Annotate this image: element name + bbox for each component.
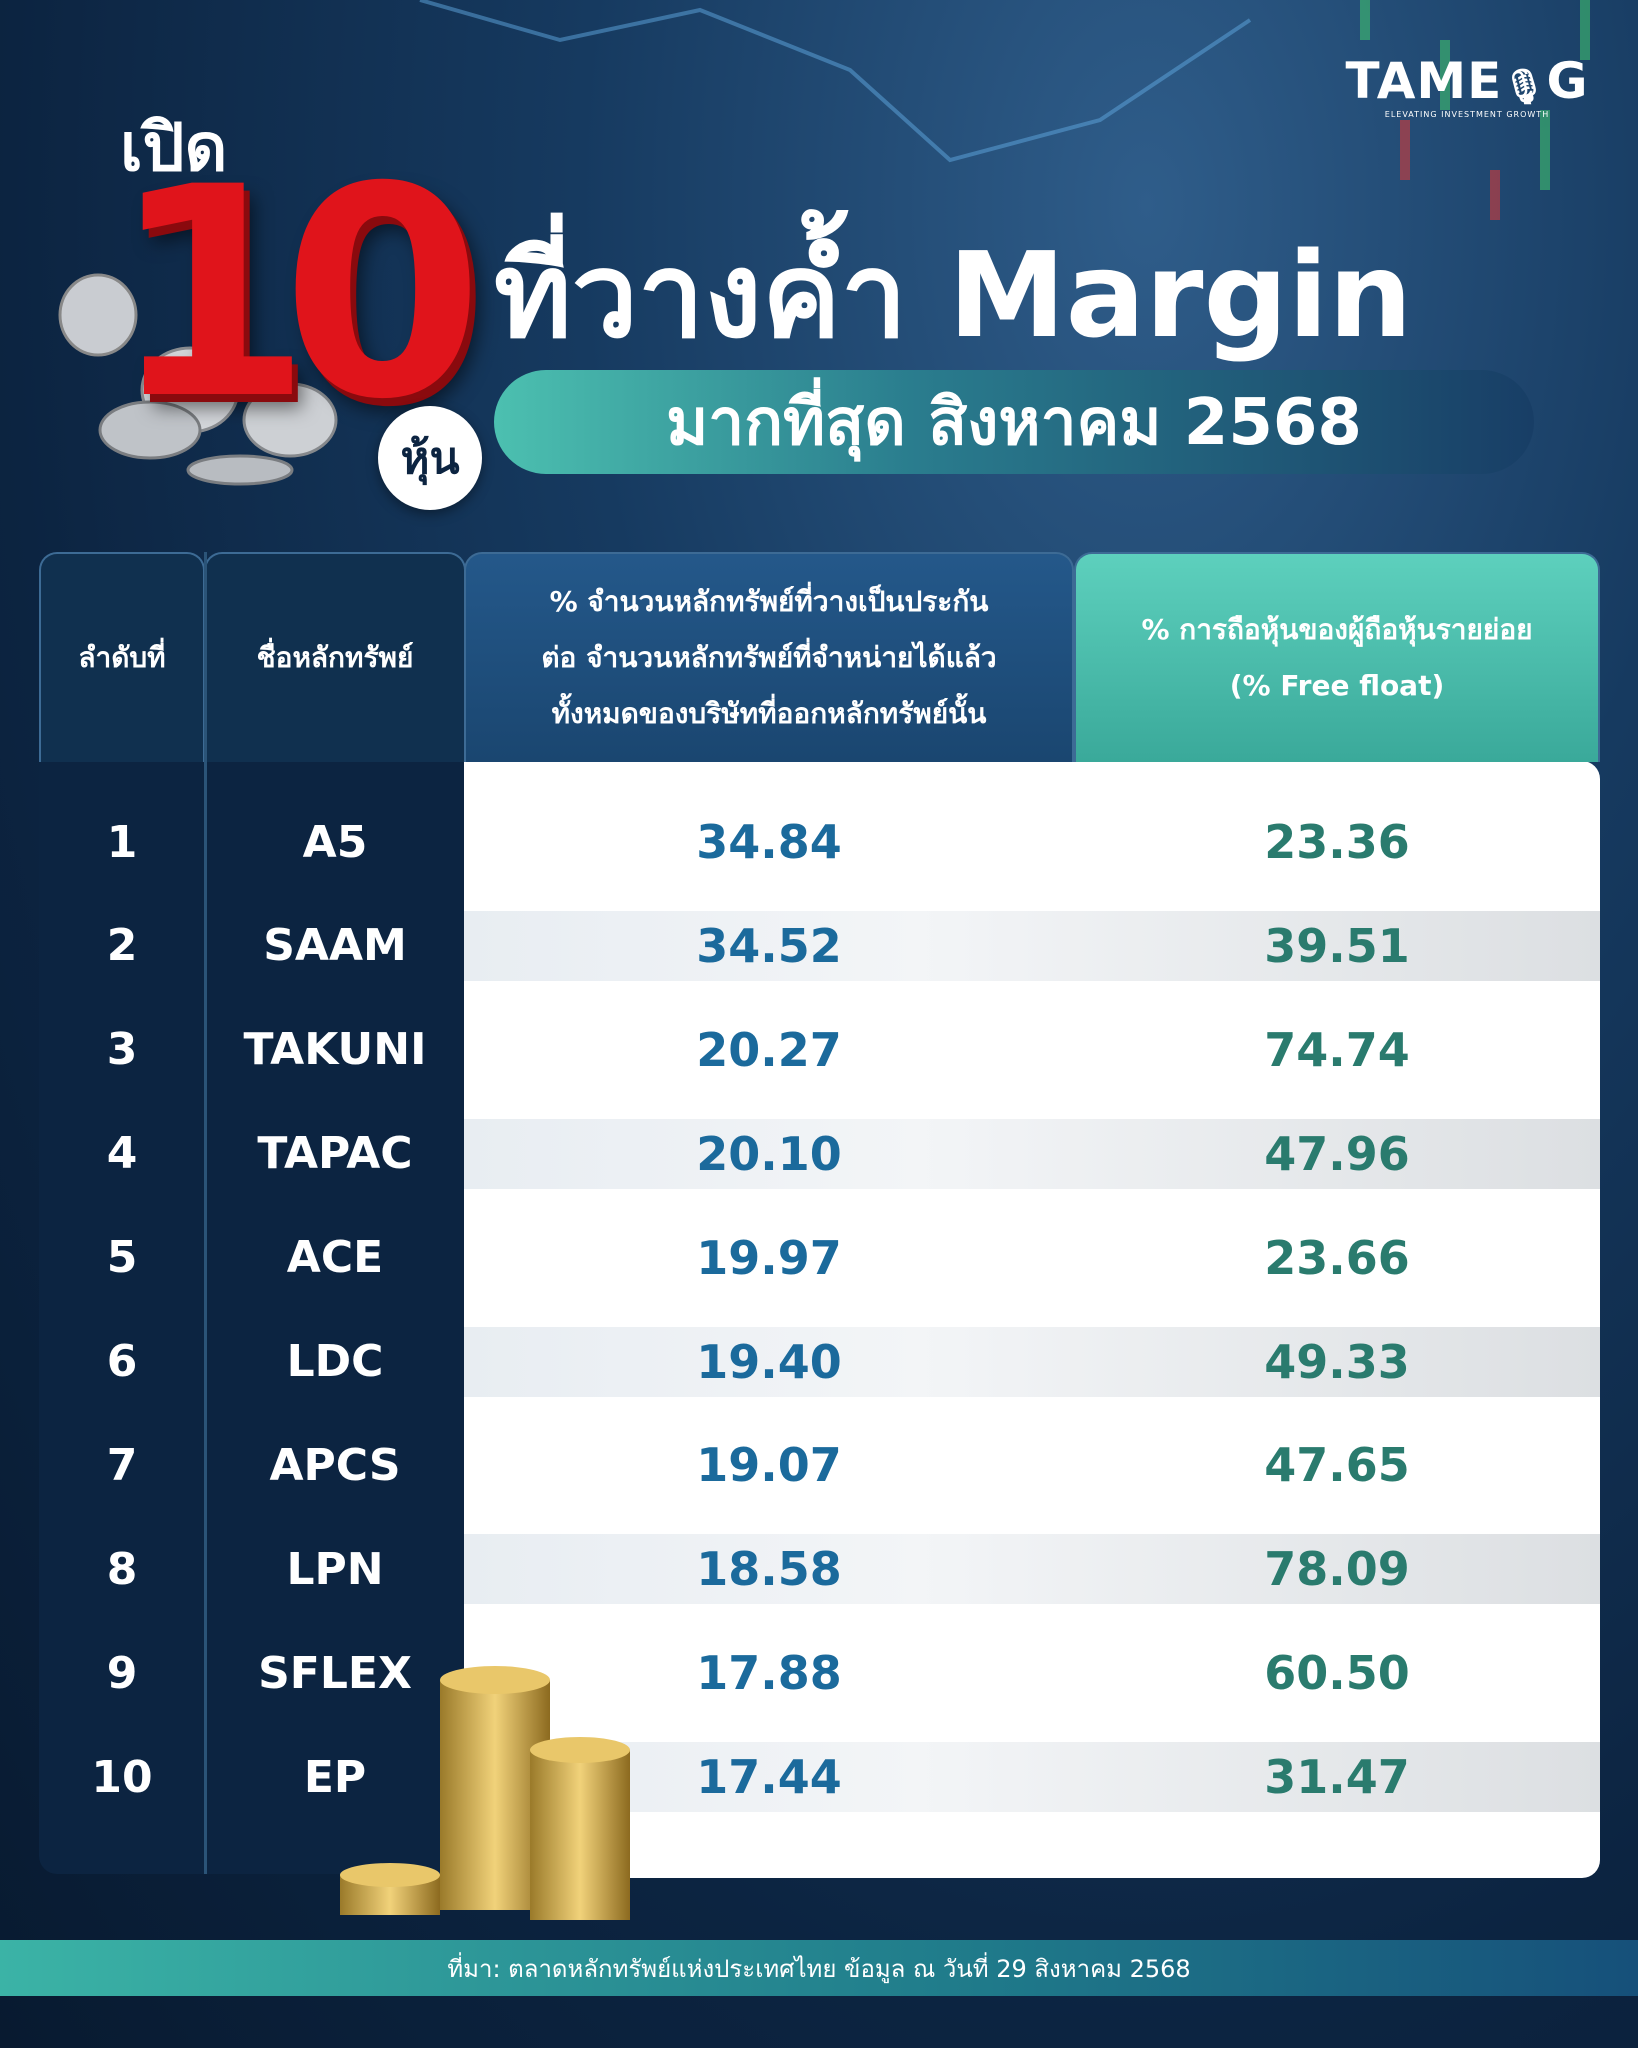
stock-name: APCS [269, 1439, 401, 1491]
row-band [464, 1534, 1600, 1605]
stock-name: TAKUNI [243, 1024, 427, 1076]
heading-open: เปิด [120, 109, 228, 186]
rank: 5 [106, 1232, 138, 1284]
free-float: 39.51 [1264, 918, 1410, 973]
margin-pct: 34.52 [696, 918, 842, 973]
heading-title: ที่วางค้ำ Margin [494, 226, 1413, 364]
gold-coins [340, 1666, 630, 1920]
free-float: 47.65 [1264, 1438, 1410, 1493]
rank: 3 [106, 1024, 138, 1076]
heading-count: 10 [110, 126, 484, 463]
free-float: 23.36 [1264, 815, 1410, 869]
rank: 2 [106, 920, 138, 972]
stock-name: EP [303, 1751, 367, 1803]
margin-pct: 17.88 [696, 1646, 842, 1701]
free-float: 78.09 [1264, 1542, 1410, 1597]
heading-subtitle: มากที่สุด สิงหาคม 2568 [494, 370, 1534, 474]
header-line: ทั้งหมดของบริษัทที่ออกหลักทรัพย์นั้น [551, 697, 987, 730]
margin-pct: 18.58 [696, 1542, 842, 1597]
header-line: ลำดับที่ [78, 641, 166, 674]
column-header: % การถือหุ้นของผู้ถือหุ้นรายย่อย (% Free … [1074, 552, 1600, 762]
margin-pct: 17.44 [696, 1750, 842, 1805]
row-band [464, 1326, 1600, 1397]
column-header: % จำนวนหลักทรัพย์ที่วางเป็นประกันต่อ จำน… [464, 552, 1074, 762]
row-band [464, 1742, 1600, 1813]
stock-name: LPN [286, 1543, 384, 1595]
free-float: 49.33 [1264, 1334, 1410, 1389]
row-band [464, 910, 1600, 981]
logo-tagline: ELEVATING INVESTMENT GROWTH [1384, 110, 1550, 119]
free-float: 47.96 [1264, 1126, 1410, 1181]
rank: 9 [106, 1647, 138, 1699]
margin-pct: 34.84 [696, 815, 842, 869]
column-header: ชื่อหลักทรัพย์ [204, 552, 466, 762]
margin-pct: 19.40 [696, 1334, 842, 1389]
rank: 10 [91, 1751, 153, 1803]
rank: 1 [106, 816, 138, 868]
header-line: % จำนวนหลักทรัพย์ที่วางเป็นประกัน [549, 585, 989, 618]
logo: TAME🎙G ELEVATING INVESTMENT GROWTH [1336, 52, 1598, 119]
column-header: ลำดับที่ [39, 552, 205, 762]
rank: 7 [106, 1439, 138, 1491]
rank: 4 [106, 1128, 138, 1180]
free-float: 23.66 [1264, 1230, 1410, 1285]
header-line: ต่อ จำนวนหลักทรัพย์ที่จำหน่ายได้แล้ว [541, 641, 997, 674]
stock-name: TAPAC [257, 1128, 413, 1180]
heading-unit: หุ้น [378, 406, 482, 510]
free-float: 31.47 [1264, 1750, 1410, 1805]
free-float: 74.74 [1264, 1022, 1410, 1077]
stock-name: LDC [286, 1336, 384, 1387]
stock-name: SFLEX [258, 1647, 412, 1699]
free-float: 60.50 [1264, 1646, 1410, 1701]
stock-name: ACE [286, 1232, 384, 1284]
footer-source: ที่มา: ตลาดหลักทรัพย์แห่งประเทศไทย ข้อมู… [0, 1940, 1638, 1996]
header-line: (% Free float) [1229, 669, 1445, 702]
margin-pct: 20.10 [696, 1126, 842, 1181]
header-line: % การถือหุ้นของผู้ถือหุ้นรายย่อย [1141, 613, 1533, 646]
column-divider [204, 552, 207, 1874]
row-band [464, 1118, 1600, 1189]
stock-name: SAAM [263, 920, 407, 972]
rank: 8 [106, 1543, 138, 1595]
margin-pct: 19.07 [696, 1438, 842, 1493]
rank: 6 [106, 1336, 138, 1387]
stock-name: A5 [302, 816, 368, 868]
margin-pct: 20.27 [696, 1022, 842, 1077]
silver-coins [58, 273, 338, 486]
margin-pct: 19.97 [696, 1230, 842, 1285]
logo-name: TAME [1345, 52, 1503, 110]
header-line: ชื่อหลักทรัพย์ [256, 641, 414, 674]
logo-suffix: G [1546, 52, 1589, 110]
left-column-body [39, 761, 464, 1874]
